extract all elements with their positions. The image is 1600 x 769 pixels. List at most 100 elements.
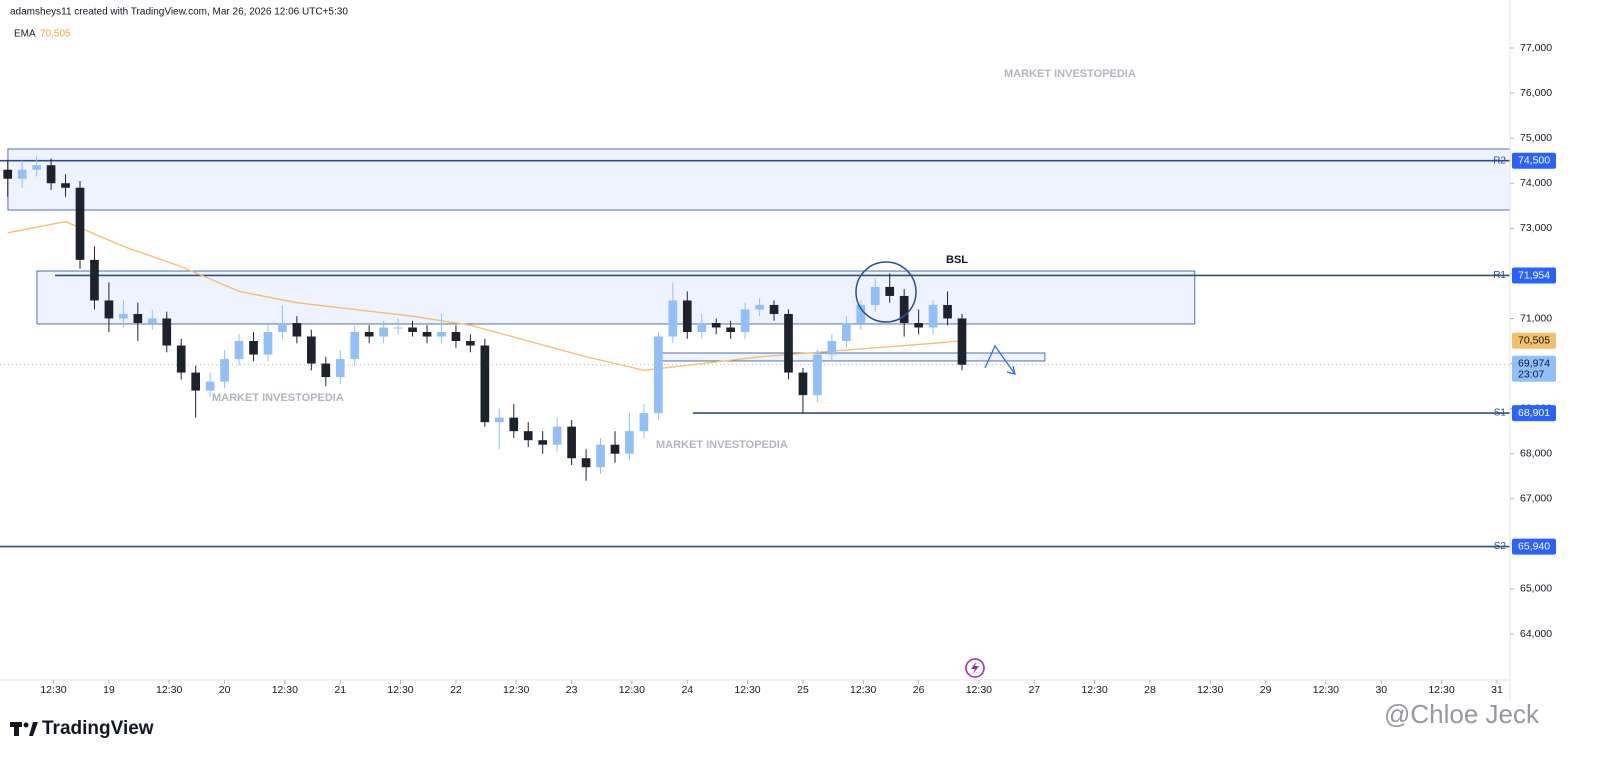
zone xyxy=(7,148,1511,211)
candle-body xyxy=(32,165,41,170)
x-tick-label: 12:30 xyxy=(156,684,182,696)
candle-body xyxy=(552,426,562,445)
candle-body xyxy=(307,336,316,364)
x-tick-label: 26 xyxy=(913,684,925,696)
candle-body xyxy=(610,444,620,454)
candle-body xyxy=(451,331,461,342)
candle-body xyxy=(928,304,938,328)
header: adamsheys11 created with TradingView.com… xyxy=(10,7,348,18)
candle-body xyxy=(364,331,374,337)
last-price-tag xyxy=(1512,355,1556,382)
candle-body xyxy=(379,327,388,337)
y-tick-label: 68,000 xyxy=(1520,447,1552,459)
level-tag xyxy=(1512,405,1556,422)
candle-body xyxy=(899,295,909,323)
candle-body xyxy=(350,331,360,360)
candle-body xyxy=(133,313,143,323)
candle-body xyxy=(769,304,779,314)
candle-body xyxy=(46,165,56,184)
candle-body xyxy=(104,300,114,319)
x-tick-label: 12:30 xyxy=(1313,684,1339,696)
candle-body xyxy=(668,300,678,337)
candle-body xyxy=(147,318,157,323)
candle-body xyxy=(220,359,229,382)
x-tick-label: 12:30 xyxy=(734,684,760,696)
candle-body xyxy=(784,313,793,373)
x-tick-label: 24 xyxy=(681,684,693,696)
y-tick-label: 73,000 xyxy=(1520,222,1552,234)
zone xyxy=(656,352,1046,362)
candle-body xyxy=(494,417,504,423)
x-tick-label: 12:30 xyxy=(503,684,529,696)
x-tick-label: 23 xyxy=(566,684,578,696)
candle-body xyxy=(567,426,576,459)
zone xyxy=(36,270,1196,325)
candle-body xyxy=(509,417,519,432)
y-tick-label: 77,000 xyxy=(1520,42,1552,54)
ema-legend-value: 70,505 xyxy=(40,29,71,40)
candle-body xyxy=(841,322,851,342)
y-tick-label: 75,000 xyxy=(1520,132,1552,144)
x-tick-label: 12:30 xyxy=(40,684,66,696)
x-tick-label: 30 xyxy=(1375,684,1387,696)
candle-body xyxy=(682,300,692,332)
x-tick-label: 12:30 xyxy=(387,684,413,696)
countdown: 23:07 xyxy=(1518,369,1544,381)
candle-body xyxy=(249,341,258,355)
candle-body xyxy=(205,381,215,391)
highlight-circle xyxy=(855,261,917,323)
candle-body xyxy=(885,286,895,296)
candle-body xyxy=(90,259,99,301)
candle-body xyxy=(466,341,475,346)
candle-body xyxy=(408,327,417,332)
candle-body xyxy=(596,444,605,468)
credit: @Chloe Jeck xyxy=(1384,699,1540,729)
candle-body xyxy=(523,431,533,441)
alert-icon xyxy=(965,658,985,678)
level-tag xyxy=(1512,538,1556,555)
candle-body xyxy=(292,322,302,337)
arrow-head xyxy=(1006,365,1016,375)
x-tick-label: 20 xyxy=(219,684,231,696)
candle-body xyxy=(740,309,750,332)
watermark: MARKET INVESTOPEDIA xyxy=(212,392,344,404)
candle-body xyxy=(957,318,967,365)
x-tick-label: 12:30 xyxy=(1081,684,1107,696)
y-tick-label: 65,000 xyxy=(1520,583,1552,595)
candle-body xyxy=(480,345,490,423)
candle-body xyxy=(234,341,244,360)
level-tag-label: 65,940 xyxy=(1518,540,1550,552)
level-name: S1 xyxy=(1494,408,1507,419)
x-tick-label: 12:30 xyxy=(1428,684,1454,696)
x-tick-label: 12:30 xyxy=(1197,684,1223,696)
candle-body xyxy=(755,304,764,310)
candle-body xyxy=(393,327,403,329)
candle-body xyxy=(798,372,808,396)
level-name: R1 xyxy=(1493,270,1506,281)
annotation: BSL xyxy=(946,254,968,266)
x-tick-label: 12:30 xyxy=(619,684,645,696)
x-tick-label: 12:30 xyxy=(966,684,992,696)
x-tick-label: 21 xyxy=(334,684,346,696)
candle-body xyxy=(870,286,880,305)
x-tick-label: 29 xyxy=(1260,684,1272,696)
zones xyxy=(0,148,1511,366)
candle-body xyxy=(17,169,27,179)
level-name: R2 xyxy=(1493,155,1506,166)
candle-body xyxy=(176,345,186,373)
y-tick-label: 71,000 xyxy=(1520,312,1552,324)
candle-body xyxy=(943,304,952,319)
candle-body xyxy=(639,413,649,432)
x-tick-label: 19 xyxy=(103,684,115,696)
candle-body xyxy=(581,458,591,468)
y-tick-label: 67,000 xyxy=(1520,493,1552,505)
candle-body xyxy=(263,331,273,355)
y-tick-label: 64,000 xyxy=(1520,628,1552,640)
candle-body xyxy=(75,187,85,260)
candle-body xyxy=(726,327,735,332)
level-tag xyxy=(1512,152,1556,169)
x-tick-label: 12:30 xyxy=(272,684,298,696)
logo-mark xyxy=(10,722,38,736)
candle-body xyxy=(538,440,548,445)
logo: TradingView xyxy=(42,718,154,739)
